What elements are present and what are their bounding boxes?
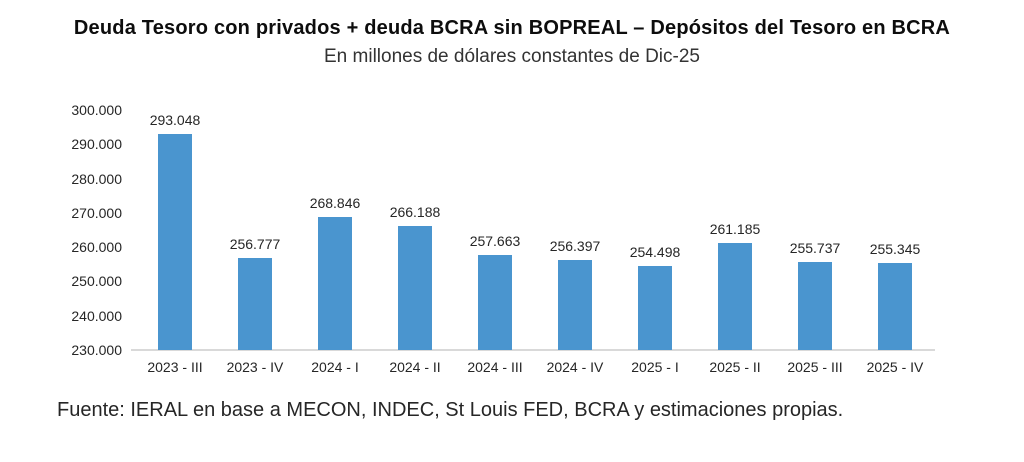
bar-value-label: 254.498	[629, 244, 681, 261]
y-axis-tick-label: 240.000	[71, 307, 122, 324]
y-axis-tick-label: 300.000	[71, 102, 122, 118]
bar	[718, 243, 752, 350]
bar-value-label: 256.777	[229, 236, 281, 253]
y-axis-tick-label: 290.000	[71, 136, 122, 153]
bar-value-label: 266.188	[389, 203, 441, 220]
bar-slot: 266.188	[375, 110, 455, 350]
chart-subtitle: En millones de dólares constantes de Dic…	[324, 46, 700, 67]
bar-value-label: 255.345	[869, 241, 921, 258]
bar-value-label: 255.737	[789, 239, 841, 256]
bar	[558, 259, 592, 350]
bar-value-label: 261.185	[709, 221, 761, 238]
bar	[798, 261, 832, 350]
bar-value-label: 268.846	[309, 194, 361, 211]
x-axis-tick-label: 2025 - II	[709, 359, 761, 375]
bar	[238, 258, 272, 350]
bar-slot: 261.185	[695, 110, 775, 350]
bar-slot: 255.345	[855, 110, 935, 350]
x-axis-line	[131, 349, 935, 351]
x-axis-tick-label: 2025 - I	[631, 359, 679, 375]
bar-slot: 254.498	[615, 110, 695, 350]
y-axis-tick-label: 280.000	[71, 170, 122, 187]
bar-slot: 268.846	[295, 110, 375, 350]
bar	[158, 133, 192, 350]
bar-value-label: 256.397	[549, 237, 601, 254]
x-axis-tick-label: 2024 - II	[389, 359, 441, 375]
y-axis: 300.000 290.000 280.000 270.000 260.000 250.0…	[30, 102, 122, 358]
bar-slot: 255.737	[775, 110, 855, 350]
bar-slot: 293.048	[135, 110, 215, 350]
bar	[318, 216, 352, 350]
y-axis-tick-label: 260.000	[71, 239, 122, 256]
y-axis-tick-label: 270.000	[71, 204, 122, 221]
bar-value-label: 257.663	[469, 233, 521, 250]
chart-title: Deuda Tesoro con privados + deuda BCRA s…	[73, 17, 951, 39]
x-axis-tick-label: 2024 - III	[467, 359, 523, 375]
plot-area: 293.048 256.777 268.846 266.188 257.663 256.3…	[131, 110, 935, 351]
x-axis-tick-label: 2023 - III	[147, 359, 203, 375]
source-note: Fuente: IERAL en base a MECON, INDEC, St…	[57, 399, 844, 421]
x-axis: 2023 - III 2023 - IV 2024 - I 2024 - II 2024…	[135, 359, 935, 379]
bar	[878, 263, 912, 350]
x-axis-tick-label: 2025 - IV	[866, 359, 924, 375]
x-axis-tick-label: 2024 - I	[311, 359, 359, 375]
bar-slot: 256.397	[535, 110, 615, 350]
x-axis-tick-label: 2024 - IV	[546, 359, 604, 375]
x-axis-tick-label: 2025 - III	[787, 359, 843, 375]
bar-slot: 256.777	[215, 110, 295, 350]
x-axis-tick-label: 2023 - IV	[226, 359, 284, 375]
y-axis-tick-label: 230.000	[71, 342, 122, 358]
bar	[638, 266, 672, 350]
y-axis-tick-label: 250.000	[71, 273, 122, 290]
bar	[398, 225, 432, 350]
bar	[478, 255, 512, 350]
bar-slot: 257.663	[455, 110, 535, 350]
bar-value-label: 293.048	[149, 111, 201, 128]
